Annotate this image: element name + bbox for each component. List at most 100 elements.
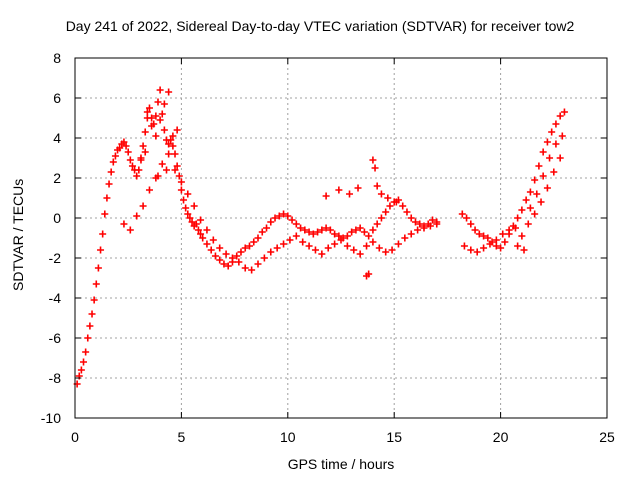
y-tick-label: -4 — [49, 290, 62, 306]
data-point — [126, 226, 134, 234]
data-point — [77, 366, 85, 374]
data-point — [90, 296, 98, 304]
data-point — [122, 142, 130, 150]
data-point — [505, 226, 513, 234]
data-point — [167, 136, 175, 144]
x-tick-label: 0 — [71, 429, 79, 445]
data-point — [254, 234, 262, 242]
data-point — [420, 224, 428, 232]
data-point — [480, 232, 488, 240]
data-point — [169, 142, 177, 150]
data-point — [377, 214, 385, 222]
data-point — [539, 172, 547, 180]
grid — [75, 58, 607, 418]
data-point — [305, 228, 313, 236]
data-point — [284, 212, 292, 220]
data-point — [416, 220, 424, 228]
data-point — [263, 224, 271, 232]
data-point — [350, 246, 358, 254]
data-point — [211, 252, 219, 260]
data-point — [514, 214, 522, 222]
data-point — [171, 150, 179, 158]
data-point — [92, 280, 100, 288]
data-point — [241, 264, 249, 272]
data-point — [260, 254, 268, 262]
data-point — [550, 168, 558, 176]
data-point — [363, 242, 371, 250]
data-point — [301, 226, 309, 234]
data-point — [533, 190, 541, 198]
data-point — [548, 128, 556, 136]
data-point — [184, 190, 192, 198]
data-point — [203, 240, 211, 248]
data-point — [352, 226, 360, 234]
data-point — [467, 246, 475, 254]
data-point — [343, 242, 351, 250]
data-points — [73, 86, 568, 388]
data-point — [141, 148, 149, 156]
data-point — [152, 132, 160, 140]
data-point — [526, 204, 534, 212]
data-point — [373, 182, 381, 190]
data-point — [165, 140, 173, 148]
data-point — [535, 162, 543, 170]
data-point — [348, 228, 356, 236]
data-point — [375, 244, 383, 252]
data-point — [224, 262, 232, 270]
data-point — [526, 188, 534, 196]
data-point — [82, 348, 90, 356]
data-point — [160, 100, 168, 108]
data-point — [165, 88, 173, 96]
data-point — [133, 212, 141, 220]
data-point — [99, 230, 107, 238]
data-point — [335, 186, 343, 194]
data-point — [386, 202, 394, 210]
data-point — [484, 234, 492, 242]
data-point — [133, 172, 141, 180]
x-tick-label: 10 — [280, 429, 296, 445]
y-tick-label: -10 — [41, 410, 61, 426]
x-tick-label: 15 — [386, 429, 402, 445]
data-point — [560, 108, 568, 116]
data-point — [235, 258, 243, 266]
data-point — [360, 228, 368, 236]
data-point — [471, 226, 479, 234]
data-point — [365, 232, 373, 240]
data-point — [190, 202, 198, 210]
data-point — [514, 242, 522, 250]
data-point — [288, 216, 296, 224]
data-point — [331, 240, 339, 248]
data-point — [188, 218, 196, 226]
data-point — [337, 236, 345, 244]
data-point — [203, 226, 211, 234]
data-point — [543, 138, 551, 146]
data-point — [165, 150, 173, 158]
data-point — [84, 334, 92, 342]
data-point — [177, 186, 185, 194]
data-point — [280, 240, 288, 248]
data-point — [297, 224, 305, 232]
data-point — [356, 224, 364, 232]
data-point — [143, 108, 151, 116]
data-point — [458, 210, 466, 218]
data-point — [331, 230, 339, 238]
data-point — [414, 226, 422, 234]
data-point — [552, 120, 560, 128]
y-tick-label: 4 — [53, 130, 61, 146]
data-point — [552, 140, 560, 148]
data-point — [460, 242, 468, 250]
data-point — [137, 154, 145, 162]
data-point — [158, 160, 166, 168]
data-point — [392, 198, 400, 206]
data-point — [473, 248, 481, 256]
data-point — [497, 244, 505, 252]
data-point — [177, 178, 185, 186]
data-point — [475, 230, 483, 238]
data-point — [222, 250, 230, 258]
data-point — [86, 322, 94, 330]
plot-frame — [74, 57, 608, 419]
data-point — [245, 242, 253, 250]
data-point — [371, 164, 379, 172]
data-point — [382, 248, 390, 256]
